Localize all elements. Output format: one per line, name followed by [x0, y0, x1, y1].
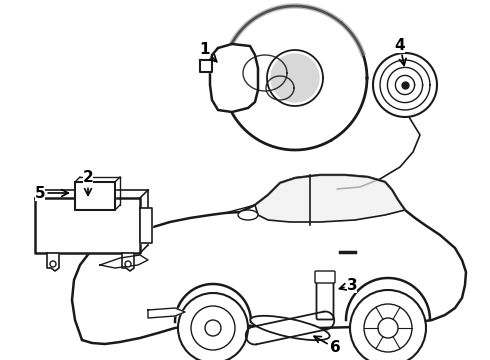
Polygon shape: [267, 50, 323, 106]
Text: 3: 3: [340, 278, 357, 292]
Text: 2: 2: [83, 171, 94, 195]
Circle shape: [50, 261, 56, 267]
Polygon shape: [100, 255, 148, 268]
Circle shape: [364, 304, 412, 352]
FancyBboxPatch shape: [317, 279, 334, 320]
Polygon shape: [148, 308, 185, 318]
Circle shape: [125, 261, 131, 267]
Polygon shape: [75, 182, 115, 210]
Circle shape: [178, 293, 248, 360]
Polygon shape: [271, 54, 319, 102]
Polygon shape: [35, 198, 140, 253]
Polygon shape: [200, 60, 212, 72]
Text: 4: 4: [394, 37, 406, 66]
FancyBboxPatch shape: [315, 271, 335, 283]
Polygon shape: [122, 253, 134, 271]
Text: 5: 5: [35, 185, 69, 201]
Text: 6: 6: [314, 336, 341, 356]
Polygon shape: [373, 53, 437, 117]
Polygon shape: [140, 208, 152, 243]
Polygon shape: [72, 175, 466, 344]
Polygon shape: [255, 175, 405, 222]
Polygon shape: [210, 44, 258, 112]
Polygon shape: [223, 6, 367, 150]
Circle shape: [191, 306, 235, 350]
Ellipse shape: [238, 210, 258, 220]
Polygon shape: [47, 253, 59, 271]
Ellipse shape: [250, 316, 330, 340]
Circle shape: [378, 318, 398, 338]
Text: 1: 1: [200, 42, 217, 62]
Circle shape: [205, 320, 221, 336]
Circle shape: [350, 290, 426, 360]
